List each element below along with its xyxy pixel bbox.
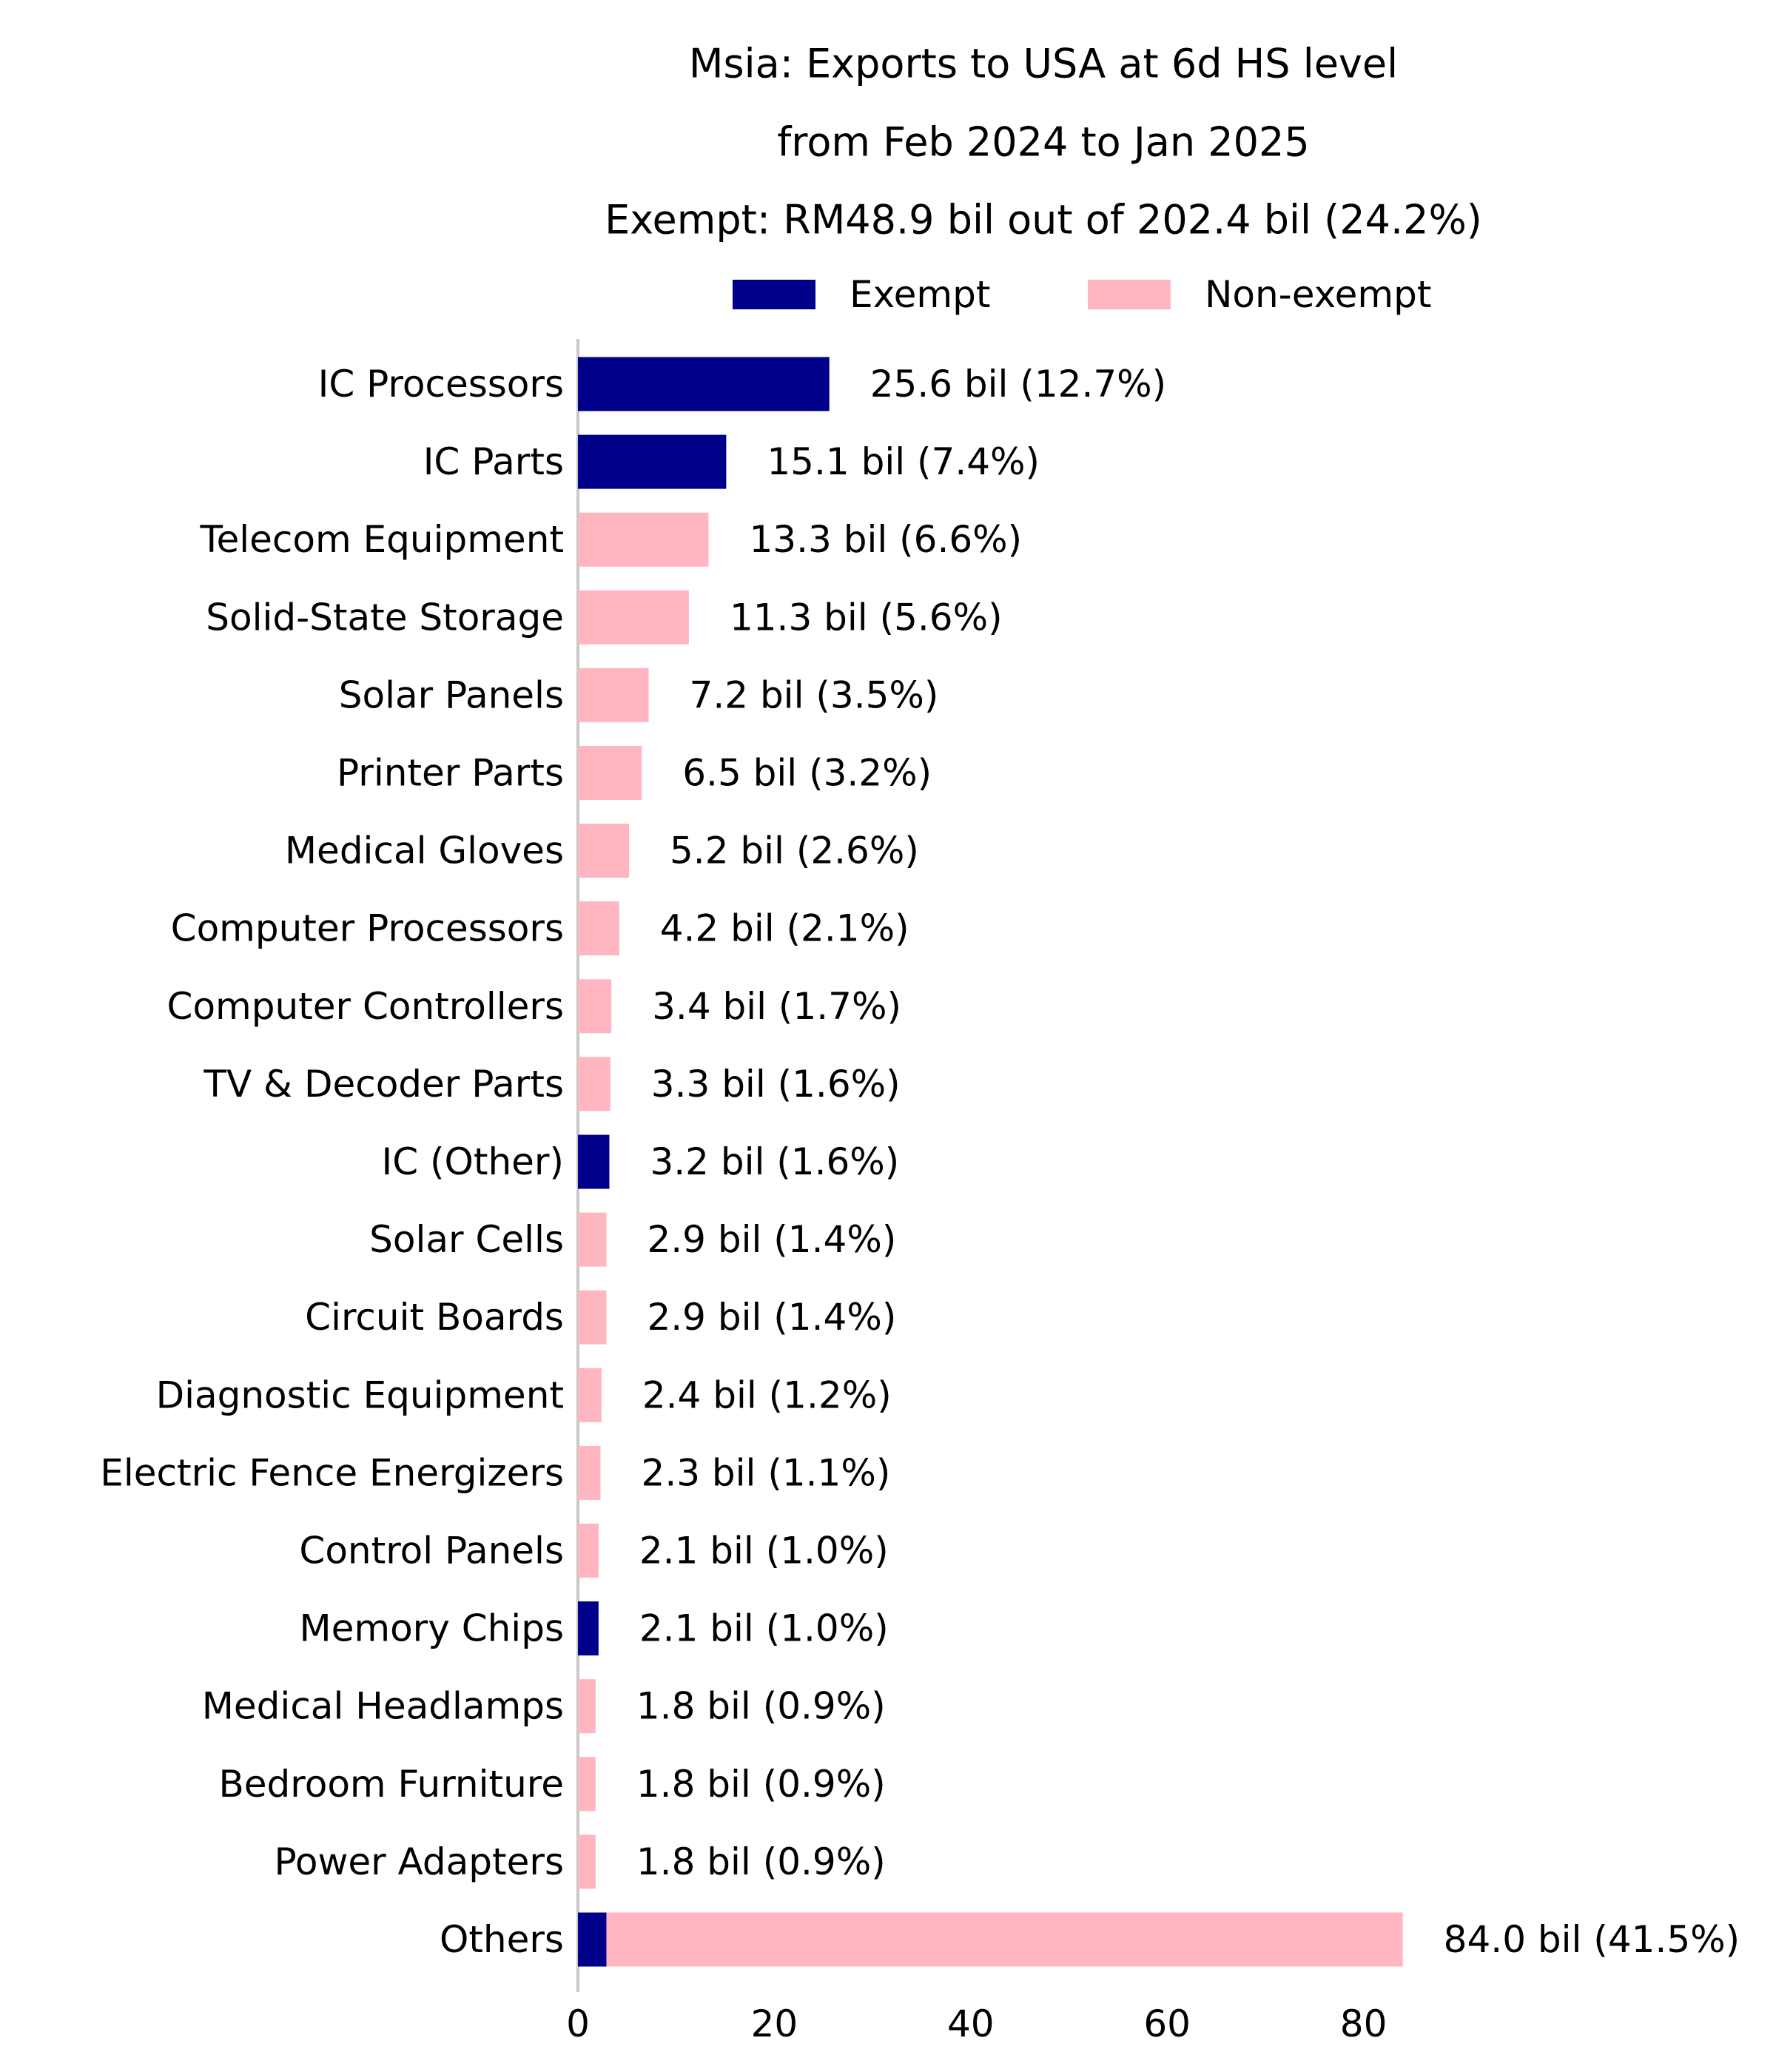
category-label: Power Adapters xyxy=(275,1840,564,1883)
bar-non-exempt-17 xyxy=(578,1679,596,1734)
title-line-1: Msia: Exports to USA at 6d HS level xyxy=(689,41,1398,87)
bar-exempt-10 xyxy=(578,1134,610,1189)
value-label: 1.8 bil (0.9%) xyxy=(636,1685,886,1728)
category-label: Telecom Equipment xyxy=(199,518,564,561)
category-labels: IC Processors IC Parts Telecom Equipment So… xyxy=(100,363,564,1961)
bar-non-exempt-20 xyxy=(606,1912,1403,1967)
value-label: 25.6 bil (12.7%) xyxy=(870,363,1167,406)
category-label: Memory Chips xyxy=(299,1607,564,1650)
bar-non-exempt-15 xyxy=(578,1524,599,1578)
value-label: 1.8 bil (0.9%) xyxy=(636,1763,886,1806)
bar-non-exempt-6 xyxy=(578,824,630,878)
category-label: Control Panels xyxy=(299,1530,564,1572)
bar-exempt-1 xyxy=(578,434,727,489)
bar-non-exempt-19 xyxy=(578,1834,596,1889)
category-label: Diagnostic Equipment xyxy=(156,1373,564,1416)
bar-non-exempt-9 xyxy=(578,1057,610,1111)
value-label: 3.2 bil (1.6%) xyxy=(650,1140,899,1183)
x-axis-ticks: 0 20 40 60 80 xyxy=(566,2002,1387,2045)
category-label: Computer Controllers xyxy=(167,985,564,1028)
value-label: 2.3 bil (1.1%) xyxy=(642,1451,891,1494)
value-label: 4.2 bil (2.1%) xyxy=(660,907,909,950)
bar-non-exempt-8 xyxy=(578,979,612,1034)
value-label: 6.5 bil (3.2%) xyxy=(682,752,932,795)
value-label: 84.0 bil (41.5%) xyxy=(1444,1918,1740,1961)
value-label: 7.2 bil (3.5%) xyxy=(690,673,939,716)
category-label: Solid-State Storage xyxy=(206,596,564,639)
bar-non-exempt-13 xyxy=(578,1368,602,1422)
category-label: Circuit Boards xyxy=(305,1296,564,1339)
bar-non-exempt-14 xyxy=(578,1445,601,1500)
category-label: Solar Cells xyxy=(369,1218,564,1261)
category-label: Electric Fence Energizers xyxy=(100,1451,564,1494)
value-label: 2.1 bil (1.0%) xyxy=(639,1607,889,1650)
legend-label-non-exempt: Non-exempt xyxy=(1205,273,1431,316)
category-label: Medical Gloves xyxy=(285,830,564,872)
x-tick-label: 20 xyxy=(751,2002,798,2045)
category-label: Medical Headlamps xyxy=(202,1685,564,1728)
bar-non-exempt-7 xyxy=(578,901,619,956)
x-tick-label: 0 xyxy=(566,2002,590,2045)
category-label: IC (Other) xyxy=(381,1140,564,1183)
value-label: 2.4 bil (1.2%) xyxy=(642,1373,892,1416)
chart-title: Msia: Exports to USA at 6d HS level from … xyxy=(605,41,1482,243)
bar-non-exempt-3 xyxy=(578,590,689,645)
bar-exempt-16 xyxy=(578,1601,599,1656)
value-label: 3.3 bil (1.6%) xyxy=(651,1063,901,1106)
value-label: 13.3 bil (6.6%) xyxy=(749,518,1022,561)
category-label: Solar Panels xyxy=(339,673,564,716)
legend-swatch-exempt xyxy=(733,280,815,309)
category-label: Computer Processors xyxy=(171,907,564,950)
category-label: TV & Decoder Parts xyxy=(203,1063,564,1106)
bar-non-exempt-4 xyxy=(578,667,649,722)
value-labels: 25.6 bil (12.7%) 15.1 bil (7.4%) 13.3 bil … xyxy=(636,363,1740,1961)
category-label: IC Parts xyxy=(423,440,564,483)
legend-label-exempt: Exempt xyxy=(850,273,990,316)
value-label: 2.1 bil (1.0%) xyxy=(639,1530,889,1572)
category-label: Printer Parts xyxy=(337,752,564,795)
category-label: Others xyxy=(440,1918,564,1961)
bar-exempt-0 xyxy=(578,357,830,411)
category-label: Bedroom Furniture xyxy=(218,1763,564,1806)
bar-non-exempt-5 xyxy=(578,746,642,800)
value-label: 2.9 bil (1.4%) xyxy=(647,1218,896,1261)
title-line-2: from Feb 2024 to Jan 2025 xyxy=(777,119,1309,166)
value-label: 3.4 bil (1.7%) xyxy=(652,985,901,1028)
bar-non-exempt-18 xyxy=(578,1757,596,1812)
title-line-3: Exempt: RM48.9 bil out of 202.4 bil (24.… xyxy=(605,197,1482,243)
category-label: IC Processors xyxy=(318,363,564,406)
value-label: 1.8 bil (0.9%) xyxy=(636,1840,886,1883)
bar-non-exempt-11 xyxy=(578,1212,607,1267)
bar-non-exempt-12 xyxy=(578,1290,607,1345)
bar-non-exempt-2 xyxy=(578,512,709,567)
x-tick-label: 60 xyxy=(1143,2002,1191,2045)
value-label: 11.3 bil (5.6%) xyxy=(730,596,1003,639)
bars xyxy=(578,357,1403,1967)
chart-legend: Exempt Non-exempt xyxy=(733,273,1431,316)
x-tick-label: 40 xyxy=(947,2002,995,2045)
bar-exempt-20 xyxy=(578,1912,607,1967)
value-label: 15.1 bil (7.4%) xyxy=(767,440,1040,483)
value-label: 2.9 bil (1.4%) xyxy=(647,1296,896,1339)
x-tick-label: 80 xyxy=(1340,2002,1388,2045)
legend-swatch-non-exempt xyxy=(1088,280,1171,309)
value-label: 5.2 bil (2.6%) xyxy=(670,830,919,872)
